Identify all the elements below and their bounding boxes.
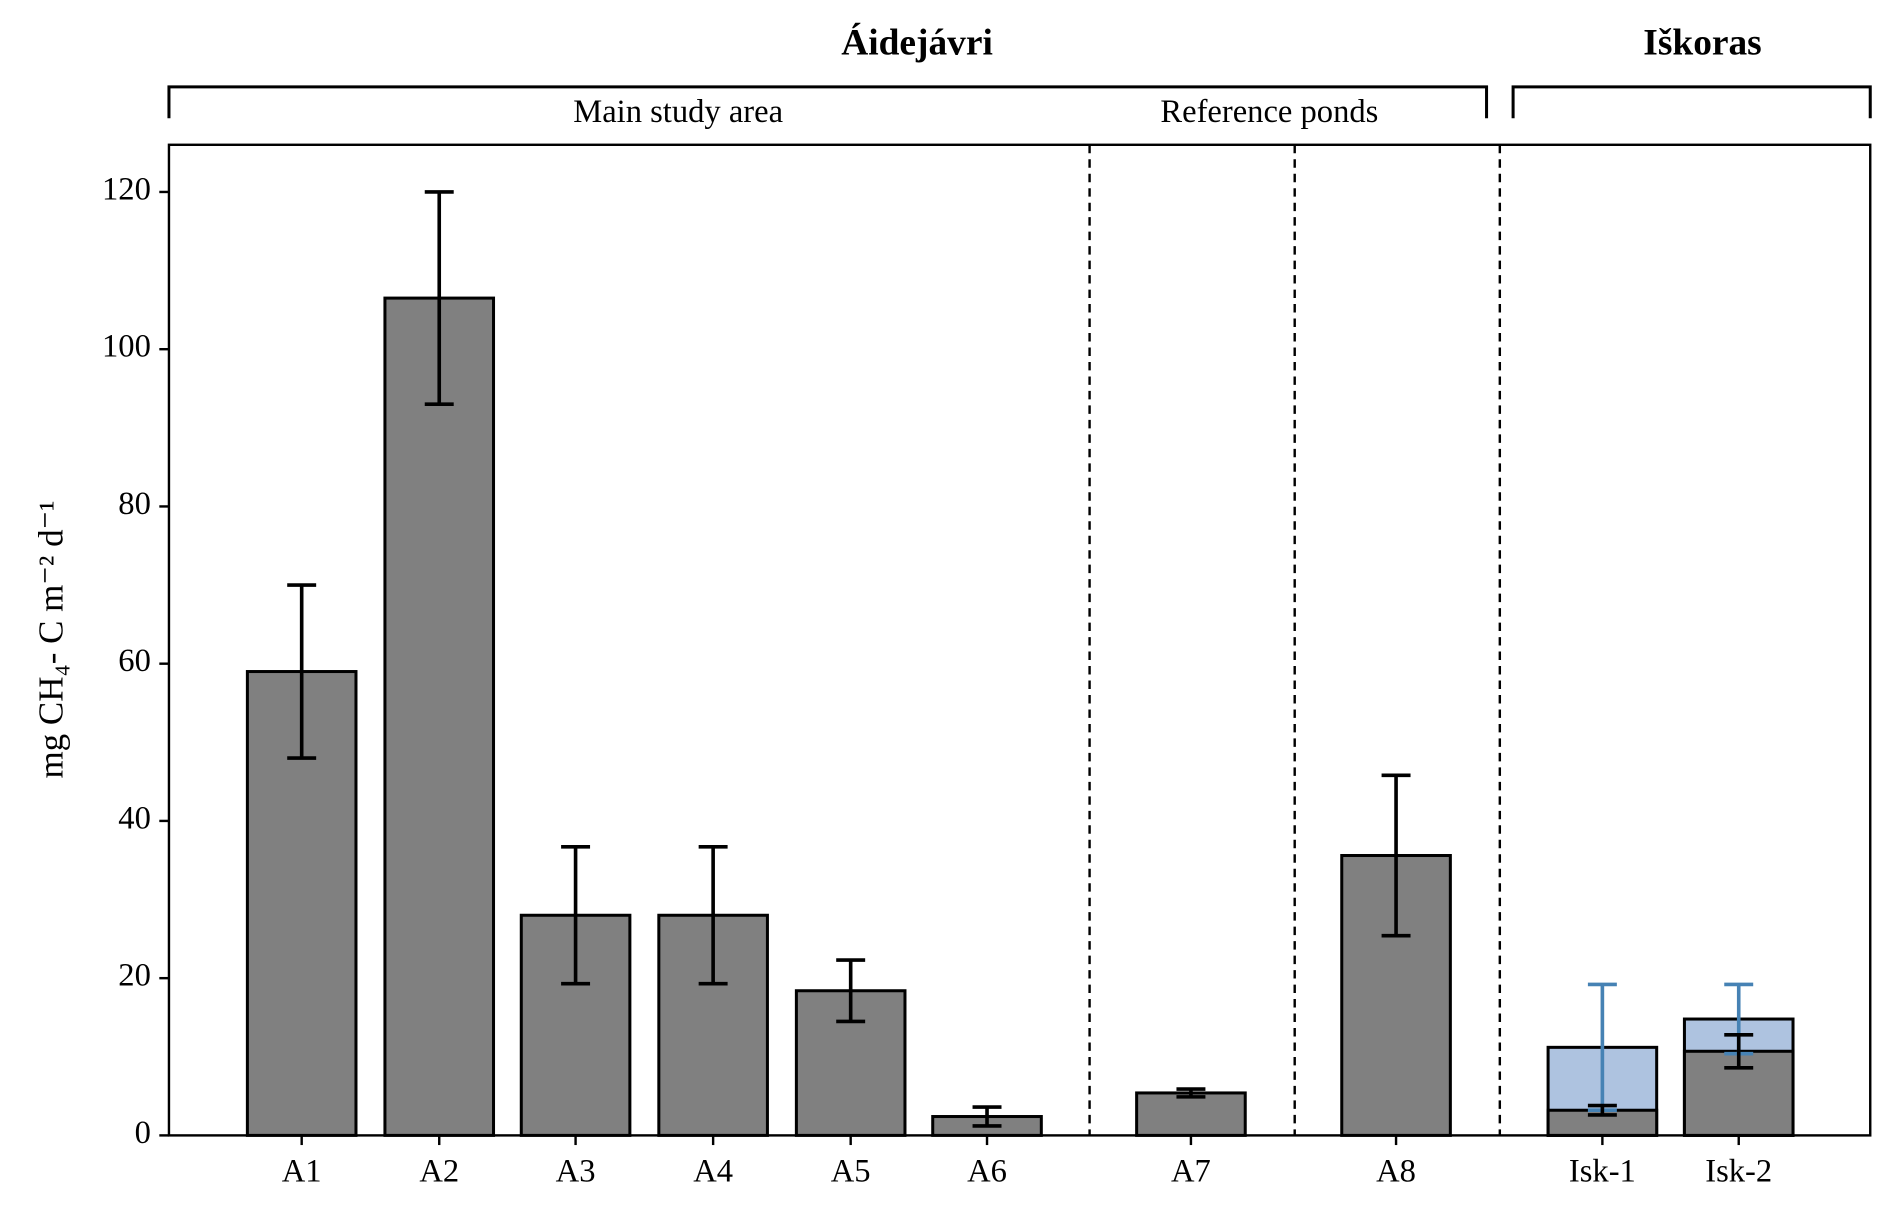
x-tick-label: Isk-1 [1569,1153,1636,1189]
group-bracket [167,85,1872,119]
x-tick-label: A8 [1376,1153,1416,1189]
error-bar [1587,1103,1617,1117]
x-tick-label: A5 [831,1153,871,1189]
error-bar [561,845,591,986]
error-bar [972,1105,1002,1128]
x-tick-label: A4 [693,1153,733,1189]
error-bar [287,583,317,760]
error-bar [698,845,728,986]
y-tick-label: 20 [118,958,151,994]
y-tick-label: 0 [135,1115,151,1151]
group-label: Iškoras [1643,22,1761,63]
error-bar [1176,1087,1206,1099]
bar [383,296,496,1137]
x-tick-label: Isk-2 [1705,1153,1772,1189]
x-tick-label: A3 [556,1153,596,1189]
subgroup-label: Reference ponds [1160,94,1378,130]
y-tick-label: 40 [118,800,151,836]
y-tick-label: 60 [118,643,151,679]
x-tick-label: A7 [1171,1153,1211,1189]
error-bar [1381,773,1411,938]
subgroup-label: Main study area [573,94,783,130]
y-tick-label: 100 [102,329,151,365]
bar [1135,1091,1247,1137]
error-bar [424,190,454,407]
group-label: Áidejávri [841,21,993,63]
y-tick-label: 120 [102,171,151,207]
x-tick-label: A6 [967,1153,1007,1189]
error-bar [1724,1032,1754,1070]
x-tick-label: A2 [419,1153,459,1189]
y-tick-label: 80 [118,486,151,522]
x-tick-label: A1 [282,1153,322,1189]
y-axis-label: mg CH₄- C m⁻² d⁻¹ [31,500,70,778]
separators [1088,144,1502,1136]
error-bar [836,958,866,1024]
